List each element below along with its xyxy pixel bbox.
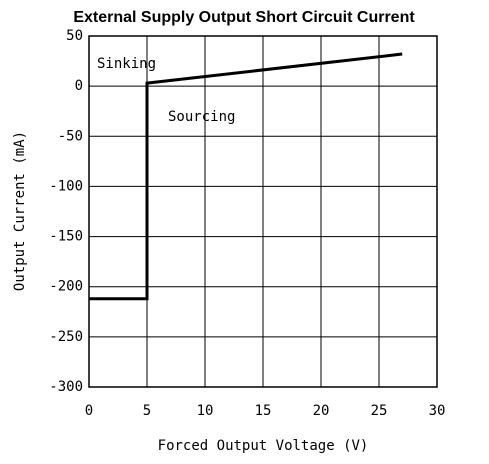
annotation: Sourcing — [168, 109, 235, 125]
x-tick-label: 20 — [313, 403, 330, 419]
x-tick-label: 10 — [197, 403, 214, 419]
data-line — [89, 52, 403, 301]
y-tick-label: 0 — [75, 78, 83, 94]
annotation: Sinking — [97, 56, 156, 72]
x-tick-label: 5 — [143, 403, 151, 419]
plot-frame — [88, 35, 438, 388]
x-axis-label: Forced Output Voltage (V) — [158, 438, 369, 454]
y-tick-label: 50 — [66, 28, 83, 44]
y-tick-label: -200 — [49, 279, 83, 295]
y-axis-label: Output Current (mA) — [12, 131, 28, 291]
chart-title: External Supply Output Short Circuit Cur… — [73, 9, 415, 26]
y-tick-label: -100 — [49, 178, 83, 194]
y-tick-label: -250 — [49, 329, 83, 345]
y-tick-label: -50 — [58, 128, 83, 144]
y-tick-label: -300 — [49, 379, 83, 395]
x-tick-label: 15 — [255, 403, 272, 419]
x-tick-label: 25 — [371, 403, 388, 419]
x-tick-label: 0 — [85, 403, 93, 419]
y-tick-label: -150 — [49, 229, 83, 245]
x-tick-label: 30 — [429, 403, 446, 419]
